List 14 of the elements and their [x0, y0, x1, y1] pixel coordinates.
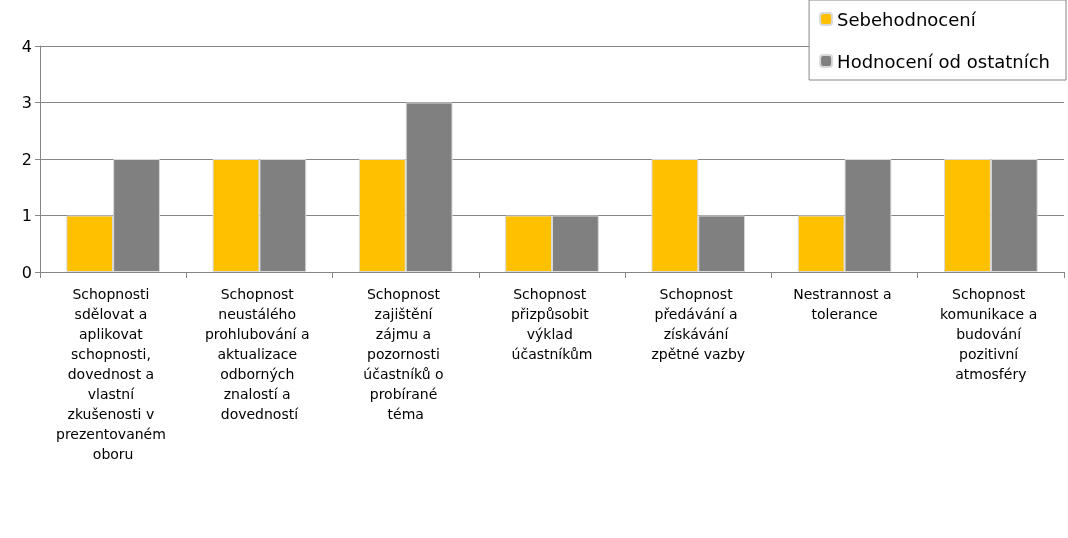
x-tick-label: Schopnost zajištění zájmu a pozornosti účastníků o probírané téma: [363, 286, 449, 422]
y-tick-label: 1: [21, 206, 32, 225]
x-tick-label: Nestrannost a tolerance: [793, 286, 896, 322]
y-tick-label: 3: [21, 93, 32, 112]
y-tick-label: 4: [21, 36, 32, 56]
x-tick-label: Schopnost přizpůsobit výklad účastníkům: [510, 286, 594, 362]
y-tick-label: 0: [21, 262, 32, 282]
x-tick-label: Schopnost předávání a získávání zpětné vazby: [651, 286, 746, 362]
category-label: Schopnosti sdělovat a aplikovat schopnosti, dovednost a vlastní zkušenosti v prezentovaném oboru: [56, 286, 166, 462]
x-tick-label: Schopnost neustálého prohlubování a aktualizace odborných znalostí a dovedností: [204, 286, 314, 422]
legend-label: Sebehodnocení: [837, 8, 977, 30]
legend-label: Hodnocení od ostatních: [837, 50, 1050, 72]
y-tick-label: 2: [21, 149, 32, 169]
x-tick-label: Schopnost komunikace a budování pozitivní atmosféry: [940, 286, 1042, 382]
